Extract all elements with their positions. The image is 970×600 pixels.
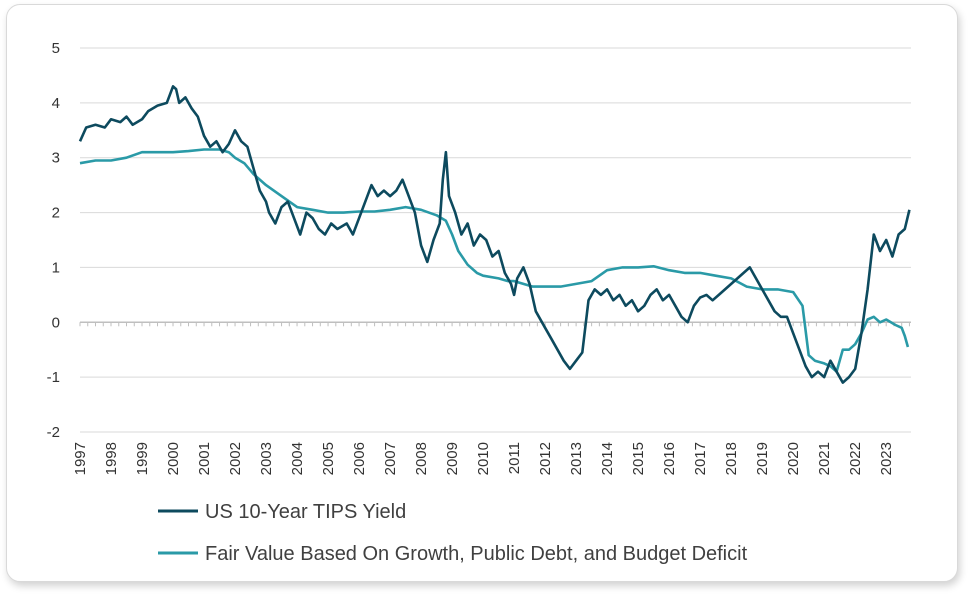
- x-tick-label: 2013: [568, 442, 585, 475]
- x-tick-label: 1998: [103, 442, 120, 475]
- gridlines: [80, 47, 911, 433]
- y-tick-label: 5: [52, 40, 60, 57]
- x-tick-label: 2009: [444, 442, 461, 475]
- x-tick-label: 2003: [258, 442, 275, 475]
- x-tick-label: 1997: [72, 442, 89, 475]
- x-tick-label: 2020: [785, 442, 802, 475]
- y-tick-label: 1: [52, 259, 60, 276]
- x-tick-label: 2021: [816, 442, 833, 475]
- x-tick-label: 2007: [382, 442, 399, 475]
- y-tick-label: -1: [47, 369, 60, 386]
- x-tick-label: 2017: [692, 442, 709, 475]
- x-tick-label: 2010: [475, 442, 492, 475]
- x-tick-label: 2015: [630, 442, 647, 475]
- x-tick-label: 2018: [723, 442, 740, 475]
- x-tick-label: 2012: [537, 442, 554, 475]
- x-tick-label: 2019: [754, 442, 771, 475]
- legend-label-tips: US 10-Year TIPS Yield: [205, 501, 406, 523]
- x-tick-label: 2014: [599, 442, 616, 475]
- chart-frame: [6, 4, 958, 582]
- x-tick-label: 2002: [227, 442, 244, 475]
- x-tick-label: 2000: [165, 442, 182, 475]
- series-line-tips-yield: [78, 85, 911, 384]
- series-line-fair-value: [79, 148, 910, 373]
- y-tick-label: -2: [47, 424, 60, 441]
- x-tick-label: 1999: [134, 442, 151, 475]
- legend: US 10-Year TIPS Yield Fair Value Based O…: [158, 501, 748, 565]
- y-tick-label: 0: [52, 314, 60, 331]
- legend-label-fair-value: Fair Value Based On Growth, Public Debt,…: [205, 543, 748, 565]
- x-tick-label: 2023: [878, 442, 895, 475]
- x-tick-label: 2011: [506, 442, 523, 474]
- x-tick-label: 2016: [661, 442, 678, 475]
- y-tick-label: 4: [52, 95, 60, 112]
- x-tick-label: 2008: [413, 442, 430, 475]
- x-tick-label: 2022: [847, 442, 864, 475]
- y-tick-label: 2: [52, 205, 60, 222]
- x-tick-label: 2006: [351, 442, 368, 475]
- y-tick-label: 3: [52, 150, 60, 167]
- x-axis-ticks: 1997 1998 1999 2000 2001 2002 2003 2004 2005 2006…: [72, 322, 910, 475]
- x-tick-label: 2005: [320, 442, 337, 475]
- x-tick-label: 2001: [196, 442, 213, 475]
- y-axis-ticks: 5 4 3 2 1 0 -1 -2: [47, 40, 60, 441]
- series-lines: [78, 85, 911, 384]
- x-tick-label: 2004: [289, 442, 306, 475]
